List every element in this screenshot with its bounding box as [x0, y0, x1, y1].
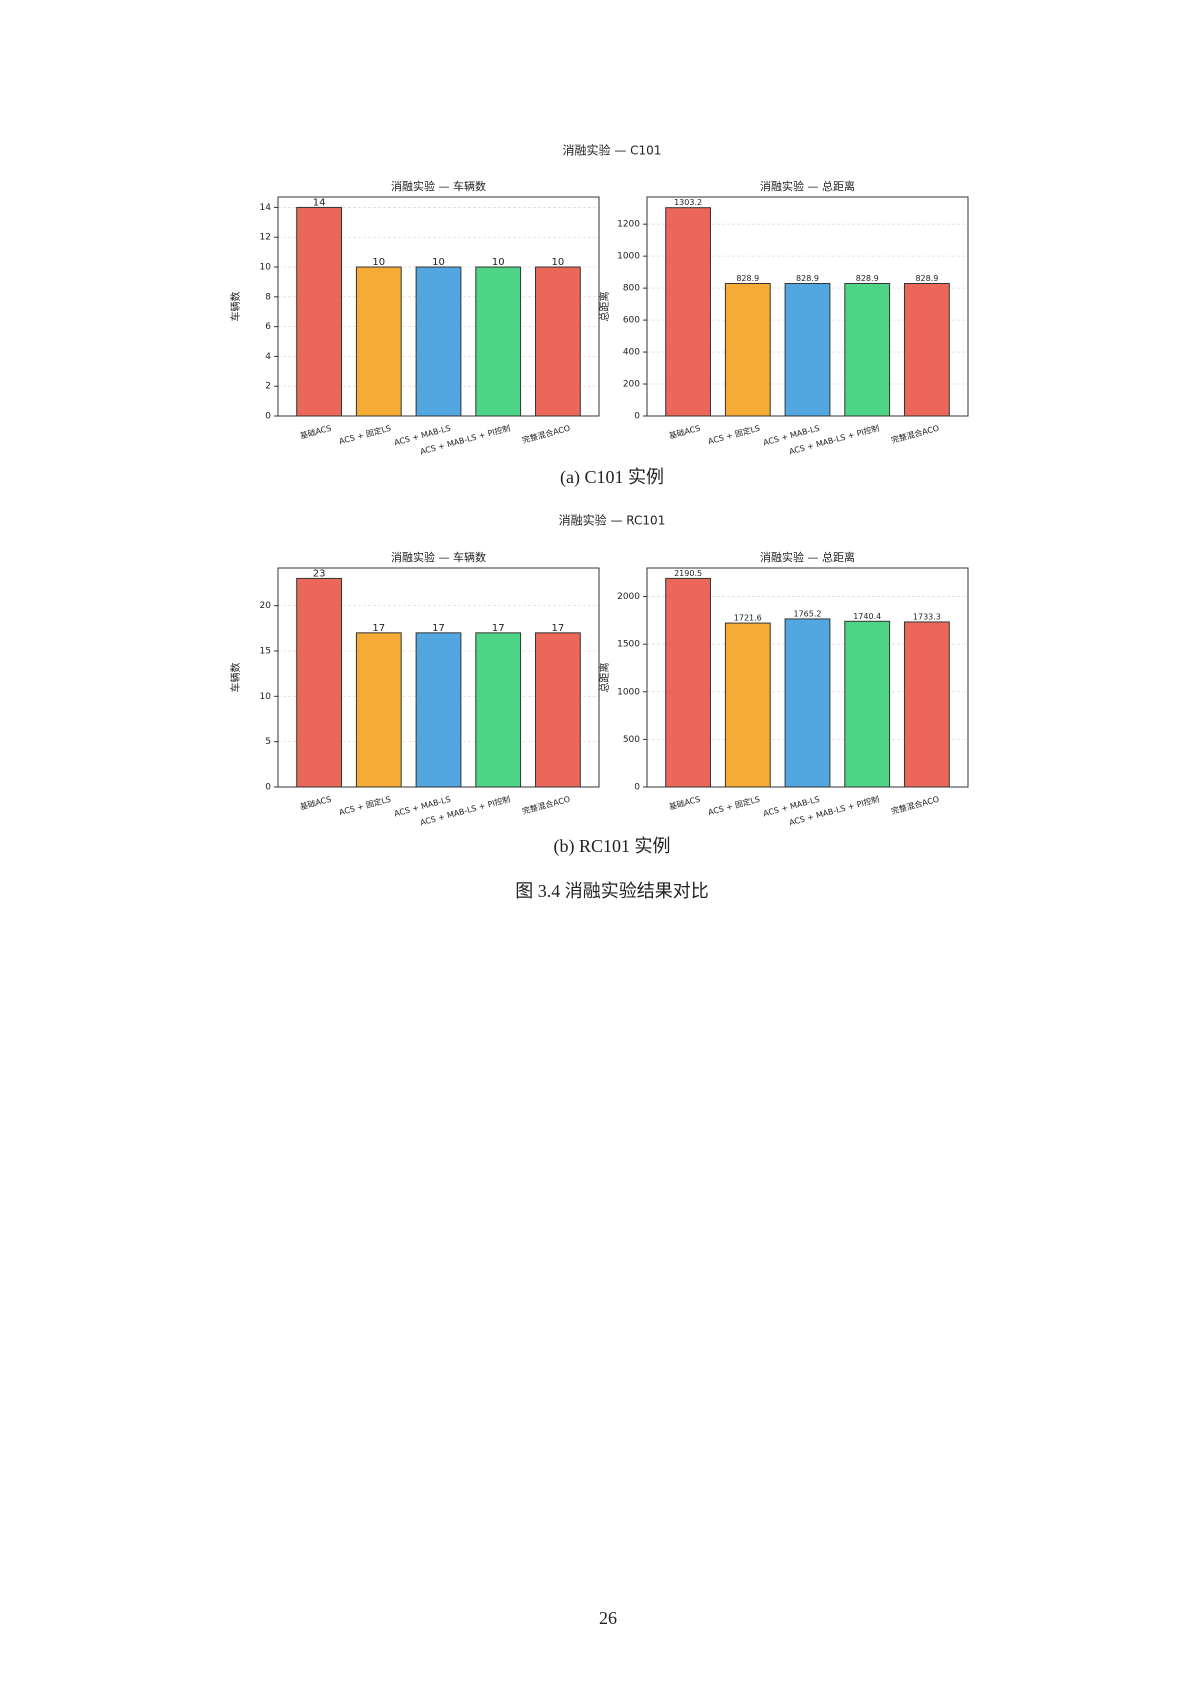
y-tick-label: 2: [265, 382, 271, 392]
value-label: 1721.6: [734, 614, 762, 623]
x-tick-label: 完整混合ACO: [890, 794, 940, 816]
plot-frame: [646, 567, 969, 788]
x-tick-label: ACS + 固定LS: [707, 423, 761, 446]
y-tick-label: 4: [265, 352, 271, 362]
bar: [475, 632, 522, 788]
bar: [665, 577, 711, 788]
value-label: 1733.3: [913, 612, 941, 621]
y-tick-label: 0: [634, 412, 640, 422]
value-label: 17: [552, 623, 565, 634]
value-label: 10: [432, 257, 445, 268]
x-tick-label: 基础ACS: [668, 423, 701, 441]
value-label: 1765.2: [794, 609, 822, 618]
chart-title: 消融实验 — 车辆数: [391, 550, 486, 564]
bar: [296, 206, 342, 417]
bar: [665, 207, 711, 417]
bar: [844, 620, 891, 788]
bar: [415, 632, 462, 788]
bar: [784, 618, 831, 788]
y-tick-label: 1500: [617, 640, 640, 650]
value-label: 17: [372, 623, 385, 634]
y-tick-label: 12: [260, 233, 271, 243]
y-tick-label: 1200: [617, 220, 640, 230]
value-label: 828.9: [856, 274, 879, 283]
y-tick-label: 0: [634, 783, 640, 793]
value-label: 1303.2: [674, 198, 702, 207]
value-label: 2190.5: [674, 569, 702, 578]
plot-frame: [646, 196, 969, 417]
y-tick-label: 5: [265, 737, 271, 747]
y-axis-label: 总距离: [598, 292, 611, 322]
plot-frame: [277, 196, 600, 417]
bar: [904, 282, 950, 417]
y-tick-label: 2000: [617, 592, 640, 602]
bar: [296, 577, 342, 788]
y-tick-label: 8: [265, 292, 271, 302]
chart-title: 消融实验 — 总距离: [760, 550, 855, 564]
bar: [475, 266, 522, 417]
chart-title: 消融实验 — 总距离: [760, 179, 855, 193]
subcaption: (a) C101 实例: [560, 467, 664, 488]
y-axis-label: 车辆数: [229, 292, 242, 322]
x-tick-label: 完整混合ACO: [521, 794, 571, 816]
y-tick-label: 15: [260, 646, 271, 656]
chart-title: 消融实验 — 车辆数: [391, 179, 486, 193]
y-tick-label: 10: [260, 692, 272, 702]
x-tick-label: 完整混合ACO: [521, 423, 571, 445]
value-label: 828.9: [796, 274, 819, 283]
value-label: 828.9: [736, 274, 759, 283]
x-tick-label: ACS + 固定LS: [338, 794, 392, 817]
bar: [415, 266, 462, 417]
value-label: 10: [552, 257, 565, 268]
y-tick-label: 400: [623, 348, 640, 358]
y-tick-label: 600: [623, 316, 640, 326]
bar: [784, 282, 831, 417]
y-tick-label: 20: [260, 601, 272, 611]
page-number: 26: [599, 1608, 617, 1628]
x-tick-label: 基础ACS: [299, 423, 332, 441]
value-label: 10: [492, 257, 505, 268]
value-label: 17: [432, 623, 445, 634]
x-tick-label: 基础ACS: [668, 794, 701, 812]
plot-frame: [277, 567, 600, 788]
y-tick-label: 0: [265, 412, 271, 422]
y-tick-label: 14: [260, 203, 272, 213]
x-tick-label: 基础ACS: [299, 794, 332, 812]
bar: [355, 266, 402, 417]
y-tick-label: 0: [265, 783, 271, 793]
bar: [724, 282, 771, 417]
value-label: 10: [372, 257, 385, 268]
suptitle: 消融实验 — C101: [563, 143, 662, 158]
bar: [724, 622, 771, 788]
x-tick-label: ACS + 固定LS: [707, 794, 761, 817]
x-tick-label: ACS + 固定LS: [338, 423, 392, 446]
bar: [844, 282, 891, 417]
value-label: 828.9: [915, 274, 938, 283]
bar: [535, 266, 581, 417]
y-axis-label: 总距离: [598, 663, 611, 693]
subcaption: (b) RC101 实例: [554, 836, 671, 857]
y-axis-label: 车辆数: [229, 663, 242, 693]
value-label: 23: [313, 568, 326, 579]
y-tick-label: 1000: [617, 687, 640, 697]
bar: [904, 621, 950, 788]
y-tick-label: 10: [260, 263, 272, 273]
y-tick-label: 1000: [617, 252, 640, 262]
suptitle: 消融实验 — RC101: [559, 513, 666, 528]
value-label: 14: [313, 197, 326, 208]
y-tick-label: 500: [623, 735, 640, 745]
value-label: 17: [492, 623, 505, 634]
figure-caption: 图 3.4 消融实验结果对比: [515, 881, 709, 901]
bar: [535, 632, 581, 788]
y-tick-label: 800: [623, 284, 640, 294]
y-tick-label: 6: [265, 322, 271, 332]
x-tick-label: 完整混合ACO: [890, 423, 940, 445]
bar: [355, 632, 402, 788]
value-label: 1740.4: [853, 612, 881, 621]
y-tick-label: 200: [623, 380, 640, 390]
